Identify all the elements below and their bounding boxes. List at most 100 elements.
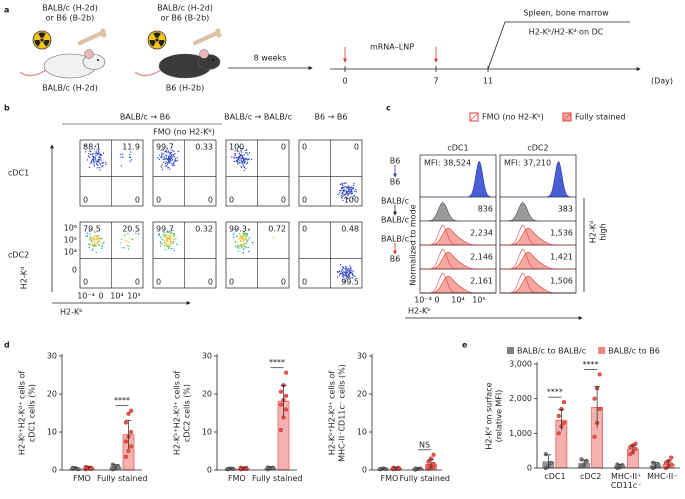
flow-event [97,164,99,166]
mouse-ear [199,49,209,59]
panel-label: c [386,104,391,113]
flow-event [165,151,168,153]
flow-event [349,268,351,270]
flow-event [344,193,347,195]
flow-event [167,157,170,160]
quadrant-percent: 0 [302,278,307,287]
flow-event [131,238,134,240]
data-point [129,408,134,413]
flow-event [239,162,241,164]
flow-event [167,243,170,245]
data-point [123,454,128,459]
flow-event [101,237,103,240]
flow-event [248,236,251,239]
flow-event [122,247,124,249]
flow-event [94,245,96,247]
data-point [592,434,597,439]
column-header: cDC1 [447,144,468,153]
flow-event [98,161,100,163]
flow-event [160,245,162,247]
flow-event [347,192,349,195]
flow-event [341,182,343,185]
flow-event [91,160,93,162]
flow-event [342,186,344,188]
mouse-eye [97,59,99,61]
flow-event [101,242,104,245]
flow-event [169,168,171,170]
flow-event [247,239,250,241]
flow-event [241,160,243,163]
flow-event [243,162,245,164]
flow-event [102,164,104,167]
flow-event [342,266,345,269]
flow-event [98,153,100,155]
flow-event [97,234,99,237]
flow-event [96,242,98,245]
flow-event [90,161,93,164]
flow-event [128,156,131,159]
data-point [633,446,638,452]
flow-event [241,237,244,240]
flow-event [173,164,175,167]
flow-event [342,276,345,278]
flow-event [345,270,347,272]
axis-label: cDC2 cells (%) [183,384,192,442]
flow-event [167,150,170,152]
flow-event [89,237,92,240]
flow-event [176,243,178,246]
flow-event [350,277,352,279]
flow-event [343,186,345,189]
flow-event [239,154,242,156]
flow-event [98,244,101,246]
flow-event [343,280,346,283]
flow-event [162,158,164,161]
flow-event [160,152,163,154]
flow-event [166,163,169,165]
flow-event [163,156,165,158]
quadrant-percent: 11.9 [122,143,140,152]
flow-event [246,234,248,236]
data-point [284,407,289,412]
bracket-label: H2-Kᵈ [589,221,598,243]
flow-event [345,189,347,192]
flow-event [345,277,347,280]
flow-event [131,159,133,161]
legend-swatch [469,112,479,122]
flow-event [346,192,348,194]
flow-event [161,242,163,245]
flow-event [90,235,92,238]
flow-event [161,168,164,171]
flow-event [346,187,348,189]
flow-event [101,166,103,168]
flow-event [129,237,131,239]
flow-event [94,158,97,160]
flow-event [166,165,168,167]
flow-event [248,158,251,160]
flow-event [94,235,96,237]
flow-event [173,150,175,152]
flow-event [167,167,169,169]
radiation-blade [43,40,50,47]
flow-event [164,158,166,161]
flow-event [272,236,274,239]
flow-event [342,189,344,192]
flow-event [171,149,173,152]
x-tick-label: FMO [73,474,91,483]
quadrant-percent: 0.33 [195,143,213,152]
flow-event [90,244,92,246]
mfi-label: 2,161 [470,277,493,286]
flow-event [347,194,349,197]
quadrant-percent: 0.32 [195,225,213,234]
mouse-ear [84,49,94,59]
flow-event [169,151,171,154]
flow-event [247,154,249,156]
significance-label: **** [547,388,563,397]
flow-event [99,153,102,156]
y-tick-label: 0 [527,464,532,473]
treatment-label: mRNA–LNP [370,43,414,52]
flow-event [91,244,94,246]
row-label: BALB/c [381,235,409,244]
bone-end [100,28,106,34]
flow-event [248,152,251,154]
flow-event [163,231,165,234]
